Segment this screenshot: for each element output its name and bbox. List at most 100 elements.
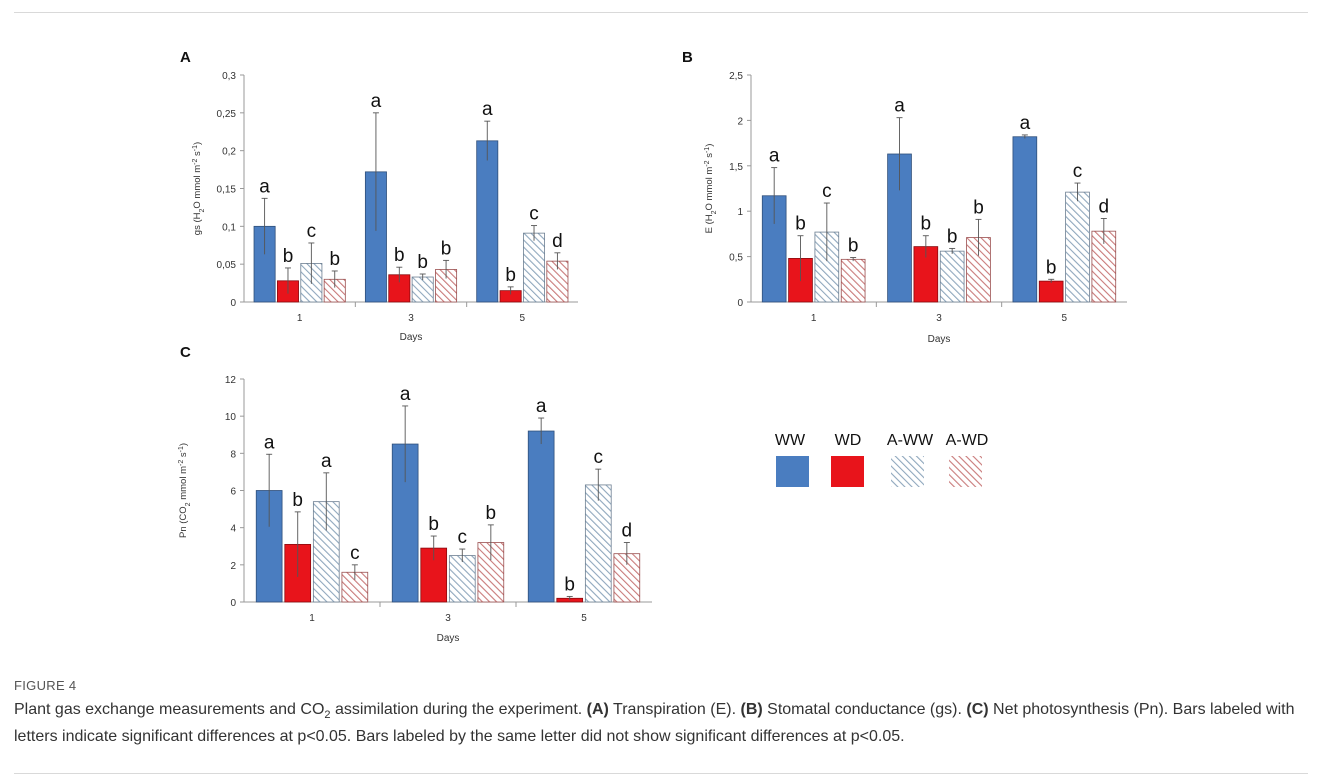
significance-letter: a: [321, 451, 332, 472]
bar-ww: [527, 430, 555, 603]
x-tick-label: 1: [297, 313, 303, 324]
significance-letter: b: [564, 574, 575, 595]
significance-letter: a: [769, 146, 780, 167]
significance-letter: b: [329, 249, 340, 270]
y-tick-label: 0,05: [217, 260, 237, 271]
legend-swatch-a-ww: [891, 456, 924, 487]
significance-letter: b: [441, 238, 452, 259]
x-tick-label: 3: [445, 613, 451, 624]
x-tick-label: 3: [408, 313, 414, 324]
y-tick-label: 0: [737, 298, 743, 309]
chart-panel-b: B 0 0,5 1 1,5 2 2,5 E (H2O mmol m-2 s-1) Days 1 a b…: [682, 49, 1127, 345]
bar-a-ww: [939, 250, 965, 303]
bar-ww: [255, 490, 283, 603]
bar-a-wd: [840, 258, 866, 303]
bar-a-ww: [523, 232, 545, 303]
significance-letter: b: [505, 265, 516, 286]
caption-run: (B): [740, 701, 763, 718]
legend-swatch-wd: [831, 456, 864, 487]
y-tick-label: 8: [230, 449, 236, 460]
x-tick-label: 5: [581, 613, 587, 624]
figure-charts: A 0 0,05 0,1 0,15 0,2 0,25 0,3 gs (H2O mmol m-2 …: [178, 49, 1127, 644]
y-tick-label: 4: [230, 524, 236, 535]
bar-a-ww: [1065, 191, 1090, 303]
legend-label: A-WW: [887, 432, 934, 449]
significance-letter: a: [259, 176, 270, 197]
x-tick-label: 1: [309, 613, 315, 624]
significance-letter: b: [795, 214, 806, 235]
x-tick-label: 3: [936, 313, 942, 324]
caption-run: Stomatal conductance (gs).: [762, 701, 967, 718]
legend-label: WW: [775, 432, 806, 449]
y-axis-label: E (H2O mmol m-2 s-1): [704, 144, 718, 234]
y-tick-label: 0,25: [217, 109, 237, 120]
significance-letter: b: [417, 252, 428, 273]
significance-letter: c: [350, 543, 360, 564]
bar-ww: [1012, 136, 1038, 303]
y-tick-label: 6: [230, 487, 236, 498]
caption-text: Plant gas exchange measurements and CO2 …: [14, 699, 1304, 748]
y-axis-label: gs (H2O mmol m-2 s-1): [192, 142, 206, 235]
caption-run: (C): [966, 701, 989, 718]
significance-letter: b: [283, 246, 294, 267]
legend-label: WD: [835, 432, 862, 449]
y-tick-label: 0,5: [729, 253, 743, 264]
y-tick-label: 0,1: [222, 222, 236, 233]
caption-run: 2: [324, 709, 331, 722]
significance-letter: a: [1020, 113, 1031, 134]
y-tick-label: 0,15: [217, 185, 237, 196]
y-tick-label: 2: [230, 561, 236, 572]
significance-letter: c: [529, 204, 539, 225]
caption-run: (A): [586, 701, 609, 718]
significance-letter: b: [921, 214, 932, 235]
significance-letter: a: [371, 91, 382, 112]
significance-letter: b: [486, 503, 497, 524]
y-tick-label: 1: [737, 207, 743, 218]
bar-a-ww: [312, 501, 340, 603]
y-tick-label: 1,5: [729, 162, 743, 173]
bottom-divider: [14, 773, 1308, 774]
x-axis-label: Days: [928, 334, 951, 345]
figure-caption: FIGURE 4 Plant gas exchange measurements…: [14, 678, 1304, 748]
caption-run: Plant gas exchange measurements and CO: [14, 701, 325, 718]
caption-run: Net photosynthesis (Pn). Bars labeled wi…: [14, 701, 1295, 746]
bar-a-ww: [411, 276, 434, 303]
y-tick-label: 0,3: [222, 71, 236, 82]
significance-letter: c: [594, 447, 604, 468]
y-tick-label: 0: [230, 298, 236, 309]
significance-letter: a: [536, 396, 547, 417]
figure-label: FIGURE 4: [14, 678, 77, 693]
significance-letter: b: [394, 245, 405, 266]
bar-a-ww: [448, 555, 476, 603]
x-axis-label: Days: [400, 332, 423, 343]
y-tick-label: 2: [737, 116, 743, 127]
significance-letter: a: [264, 432, 275, 453]
x-tick-label: 5: [1062, 313, 1068, 324]
panel-letter: A: [180, 49, 191, 66]
y-tick-label: 0,2: [222, 147, 236, 158]
y-tick-label: 0: [230, 598, 236, 609]
significance-letter: c: [458, 527, 468, 548]
caption-run: assimilation during the experiment.: [330, 701, 587, 718]
significance-letter: d: [622, 521, 633, 542]
chart-panel-a: A 0 0,05 0,1 0,15 0,2 0,25 0,3 gs (H2O mmol m-2 …: [180, 49, 578, 343]
legend-label: A-WD: [946, 432, 989, 449]
significance-letter: b: [428, 514, 439, 535]
bar-a-ww: [584, 484, 612, 603]
significance-letter: c: [307, 221, 317, 242]
caption-run: Transpiration (E).: [608, 701, 741, 718]
legend-swatch-ww: [776, 456, 809, 487]
significance-letter: b: [1046, 257, 1057, 278]
significance-letter: d: [552, 231, 563, 252]
y-tick-label: 12: [225, 375, 237, 386]
x-axis-label: Days: [437, 633, 460, 644]
significance-letter: b: [848, 236, 859, 257]
significance-letter: a: [482, 99, 493, 120]
x-tick-label: 5: [520, 313, 526, 324]
significance-letter: c: [822, 181, 832, 202]
significance-letter: d: [1099, 196, 1110, 217]
x-tick-label: 1: [811, 313, 817, 324]
significance-letter: b: [292, 490, 303, 511]
